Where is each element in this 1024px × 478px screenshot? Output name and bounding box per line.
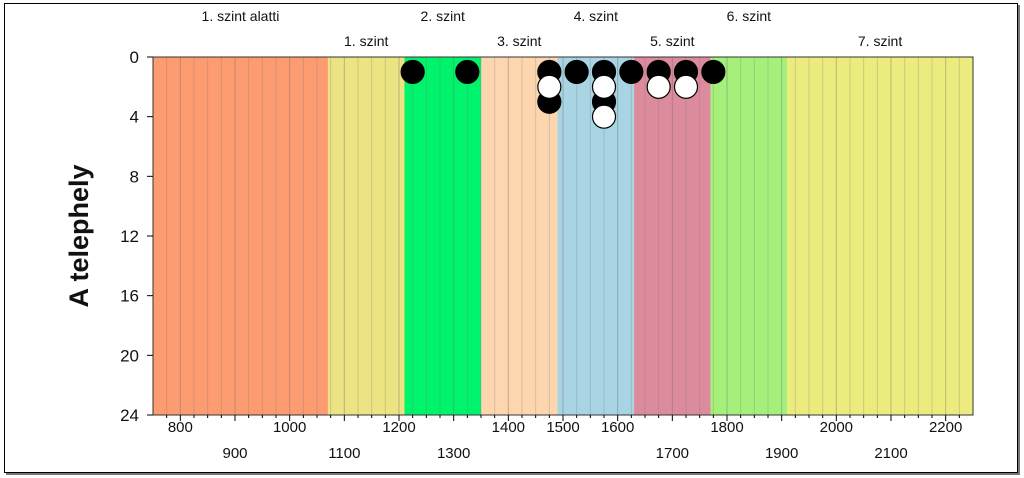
data-point-open xyxy=(591,74,617,99)
x-tick-label: 2000 xyxy=(820,419,853,436)
data-point-filled xyxy=(564,59,589,85)
data-points xyxy=(400,59,726,129)
level-band xyxy=(327,57,405,415)
y-axis-label: A telephely xyxy=(64,164,94,307)
x-tick-label: 1600 xyxy=(601,419,634,436)
data-point-open xyxy=(673,74,699,99)
data-point-open xyxy=(591,104,617,129)
level-label: 3. szint xyxy=(497,33,541,49)
level-band xyxy=(710,57,788,415)
level-band xyxy=(153,57,328,415)
level-band xyxy=(787,57,973,415)
x-gridlines xyxy=(166,57,960,415)
y-tick-label: 8 xyxy=(130,167,139,186)
x-tick-label: 1500 xyxy=(546,419,579,436)
level-band xyxy=(634,57,711,415)
x-tick-label: 1100 xyxy=(328,445,360,462)
x-axis: 800 1000 1200 1400 1500 1600 1800 2000 2200 900 11… xyxy=(166,415,962,462)
x-tick-label: 1200 xyxy=(382,419,415,436)
y-tick-label: 0 xyxy=(130,48,139,67)
x-tick-label: 1400 xyxy=(492,419,525,436)
x-tick-label: 800 xyxy=(168,419,193,436)
y-tick-label: 16 xyxy=(120,287,139,306)
level-label: 2. szint xyxy=(421,8,465,24)
y-axis: 0 4 8 12 16 20 24 xyxy=(120,48,153,425)
data-point-filled xyxy=(619,59,644,85)
level-labels: 1. szint alatti 1. szint 2. szint 3. szint 4… xyxy=(202,8,903,49)
level-label: 1. szint alatti xyxy=(202,8,280,24)
level-label: 7. szint xyxy=(858,33,902,49)
x-tick-label: 1900 xyxy=(765,445,798,462)
level-band xyxy=(404,57,481,415)
x-tick-label: 900 xyxy=(222,445,247,462)
x-tick-label: 1800 xyxy=(710,419,743,436)
level-label: 4. szint xyxy=(574,8,618,24)
x-tick-label: 2100 xyxy=(874,445,907,462)
y-tick-label: 4 xyxy=(130,108,139,127)
data-point-filled xyxy=(455,59,480,85)
data-point-filled xyxy=(701,59,726,85)
level-label: 1. szint xyxy=(344,33,388,49)
level-band xyxy=(481,57,558,415)
y-tick-label: 24 xyxy=(120,406,139,425)
x-tick-label: 1700 xyxy=(656,445,689,462)
level-label: 6. szint xyxy=(727,8,771,24)
data-point-open xyxy=(646,74,671,99)
x-tick-label: 1000 xyxy=(273,419,306,436)
y-tick-label: 12 xyxy=(120,227,139,246)
x-tick-label: 2200 xyxy=(929,419,962,436)
level-label: 5. szint xyxy=(650,33,694,49)
y-tick-label: 20 xyxy=(120,346,139,365)
data-point-filled xyxy=(400,59,425,85)
x-tick-label: 1300 xyxy=(437,445,470,462)
data-point-open xyxy=(537,74,562,99)
